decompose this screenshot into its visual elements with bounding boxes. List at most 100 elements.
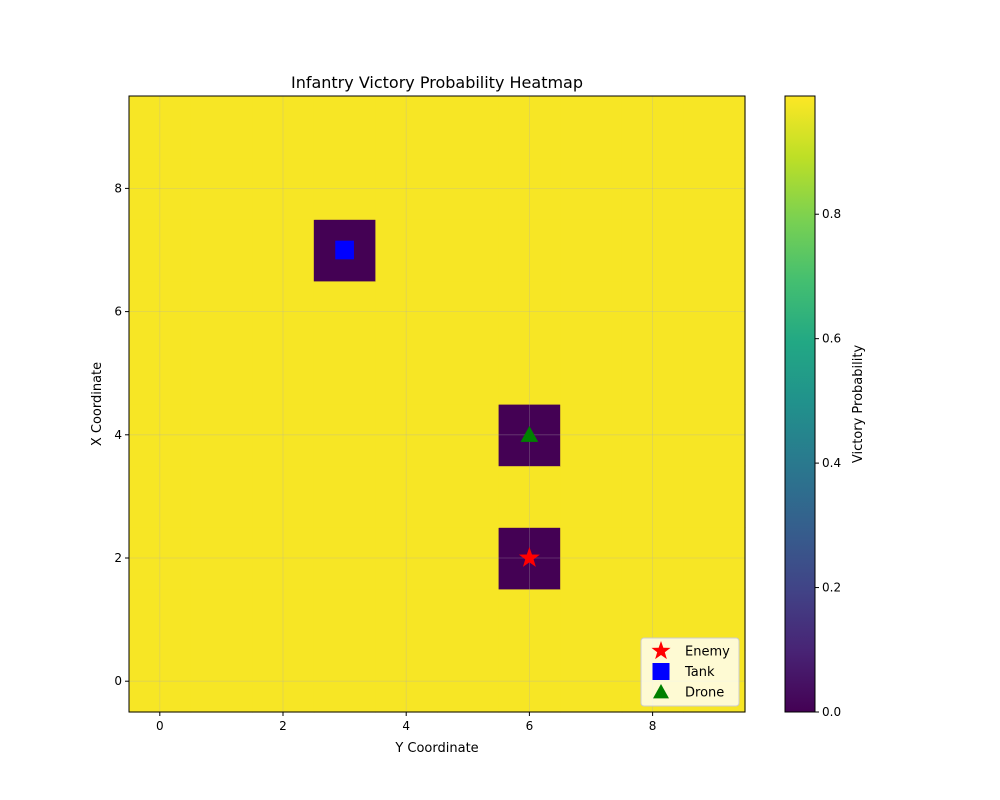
gridlines	[129, 96, 745, 712]
heatmap-cell	[129, 96, 192, 159]
heatmap-cell	[437, 588, 500, 651]
heatmap-cell	[498, 157, 561, 220]
heatmap-cell	[560, 527, 623, 590]
heatmap-cell	[252, 342, 315, 405]
heatmap-cell	[437, 280, 500, 343]
heatmap-cell	[313, 465, 376, 528]
heatmap-cell	[129, 465, 192, 528]
heatmap-cell	[621, 219, 684, 282]
y-tick-label: 2	[114, 551, 122, 565]
heatmap-cell	[252, 465, 315, 528]
heatmap-cell	[190, 96, 253, 159]
heatmap-cell	[683, 96, 746, 159]
heatmap-cell	[560, 404, 623, 467]
heatmap-cell	[437, 219, 500, 282]
heatmap-cell	[621, 96, 684, 159]
heatmap-cell	[437, 465, 500, 528]
legend-label: Drone	[685, 686, 724, 701]
heatmap-cell	[190, 280, 253, 343]
y-axis-label: X Coordinate	[90, 362, 105, 446]
heatmap-cell	[375, 588, 438, 651]
heatmap-cell	[252, 157, 315, 220]
heatmap-cell	[313, 342, 376, 405]
colorbar-label: Victory Probability	[851, 345, 866, 464]
heatmap-cell	[560, 96, 623, 159]
heatmap-cell	[190, 527, 253, 590]
heatmap-cell	[129, 650, 192, 713]
drone-marker	[520, 426, 539, 442]
y-tick-label: 4	[114, 428, 122, 442]
x-tick-label: 6	[526, 719, 534, 733]
heatmap-cell	[375, 404, 438, 467]
heatmap-cell	[129, 404, 192, 467]
colorbar-tick-label: 0.6	[822, 332, 841, 346]
colorbar-tick-label: 0.4	[822, 456, 841, 470]
heatmap-cell	[437, 157, 500, 220]
heatmap-cell	[560, 588, 623, 651]
heatmap-cell	[129, 527, 192, 590]
heatmap-cell	[683, 404, 746, 467]
colorbar-tick-label: 0.2	[822, 581, 841, 595]
heatmap-cell	[313, 588, 376, 651]
heatmap-cell	[560, 157, 623, 220]
legend-label: Tank	[684, 665, 715, 680]
heatmap-cell	[498, 280, 561, 343]
legend-tank-icon	[652, 663, 670, 680]
heatmap-cell	[437, 650, 500, 713]
y-tick-label: 6	[114, 305, 122, 319]
heatmap-cell	[498, 342, 561, 405]
heatmap-cell	[190, 465, 253, 528]
heatmap-cell	[129, 219, 192, 282]
chart-title: Infantry Victory Probability Heatmap	[291, 73, 583, 92]
colorbar	[784, 95, 816, 713]
heatmap-cell	[683, 280, 746, 343]
heatmap-cell	[621, 465, 684, 528]
heatmap-cell	[190, 342, 253, 405]
heatmap-cell	[252, 280, 315, 343]
heatmap-cell	[683, 465, 746, 528]
heatmap-cell	[560, 465, 623, 528]
heatmap-cell	[129, 588, 192, 651]
heatmap-cell	[129, 157, 192, 220]
x-tick-label: 4	[402, 719, 410, 733]
tank-marker	[335, 240, 354, 260]
heatmap-cell	[683, 219, 746, 282]
x-tick-label: 2	[279, 719, 287, 733]
colorbar-ticks: 0.0 0.2 0.4 0.6 0.8	[815, 207, 841, 719]
heatmap-cell	[375, 342, 438, 405]
heatmap-cell	[252, 96, 315, 159]
heatmap-cells	[129, 96, 746, 713]
heatmap-cell	[129, 342, 192, 405]
heatmap-cell	[129, 280, 192, 343]
legend-enemy-icon	[651, 641, 671, 660]
heatmap-cell	[437, 96, 500, 159]
legend: Enemy Tank Drone	[640, 637, 740, 707]
heatmap-cell	[375, 96, 438, 159]
heatmap-cell	[621, 527, 684, 590]
heatmap-cell	[498, 219, 561, 282]
heatmap-cell	[375, 157, 438, 220]
colorbar-tick-label: 0.8	[822, 207, 841, 221]
heatmap-cell	[252, 650, 315, 713]
x-axis-ticks: 0 2 4 6 8	[156, 712, 656, 733]
plot-frame	[128, 95, 746, 713]
x-tick-label: 8	[649, 719, 657, 733]
heatmap-cell	[190, 404, 253, 467]
heatmap-cell	[498, 96, 561, 159]
x-tick-label: 0	[156, 719, 164, 733]
heatmap-cell	[375, 280, 438, 343]
heatmap-cell	[683, 527, 746, 590]
heatmap-cell	[252, 404, 315, 467]
y-tick-label: 0	[114, 674, 122, 688]
y-tick-label: 8	[114, 181, 122, 195]
heatmap-cell	[190, 157, 253, 220]
heatmap-cell	[437, 342, 500, 405]
heatmap-cell	[313, 404, 376, 467]
heatmap-cell	[375, 527, 438, 590]
heatmap-cell	[313, 96, 376, 159]
heatmap-cell	[683, 157, 746, 220]
heatmap-cell	[313, 157, 376, 220]
heatmap-cell	[560, 280, 623, 343]
heatmap-cell	[190, 588, 253, 651]
heatmap-cell	[560, 342, 623, 405]
